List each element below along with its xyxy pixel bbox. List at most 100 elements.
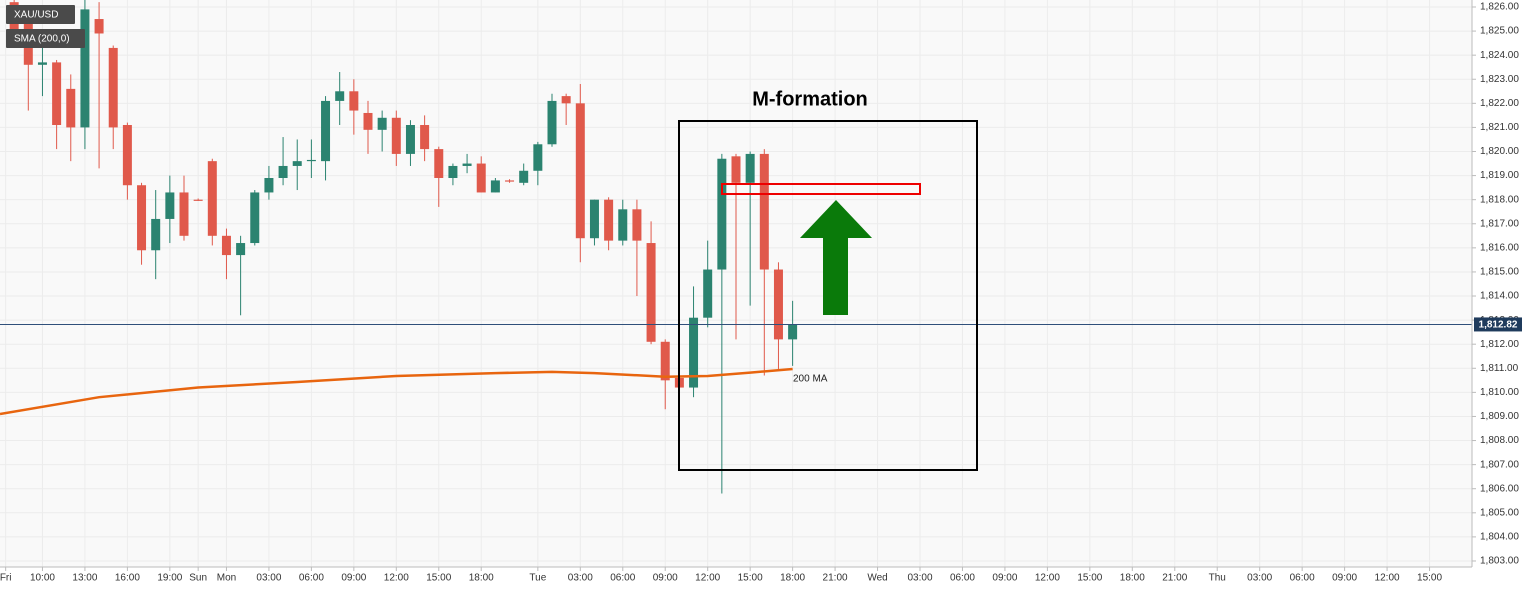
overlay: [678, 120, 978, 471]
candle-body: [490, 180, 500, 193]
candle-body: [94, 19, 104, 34]
candle-body: [646, 243, 656, 342]
y-tick-label: 1,803.00: [1480, 556, 1519, 567]
y-tick-label: 1,816.00: [1480, 242, 1519, 253]
candle-body: [632, 209, 642, 241]
candle-body: [519, 170, 529, 183]
candle-body: [278, 165, 288, 179]
candle-body: [335, 91, 345, 101]
candle-body: [37, 62, 47, 65]
x-tick-label: 10:00: [30, 573, 55, 584]
x-tick-label: Tue: [529, 573, 546, 584]
candle-body: [108, 47, 118, 128]
x-tick-label: 03:00: [1247, 573, 1272, 584]
y-tick-label: 1,817.00: [1480, 218, 1519, 229]
y-tick-label: 1,819.00: [1480, 170, 1519, 181]
y-tick-label: 1,824.00: [1480, 50, 1519, 61]
candle-body: [505, 180, 515, 182]
y-tick-label: 1,823.00: [1480, 74, 1519, 85]
candle-body: [405, 125, 415, 154]
candle-body: [321, 100, 331, 162]
candle-body: [420, 125, 430, 150]
x-tick-label: 09:00: [653, 573, 678, 584]
x-tick-label: 21:00: [1162, 573, 1187, 584]
candle-body: [292, 161, 302, 166]
y-tick-label: 1,808.00: [1480, 435, 1519, 446]
x-tick-label: 18:00: [780, 573, 805, 584]
y-tick-label: 1,818.00: [1480, 194, 1519, 205]
candle-body: [80, 9, 90, 128]
candle-body: [377, 117, 387, 130]
y-tick-label: 1,811.00: [1480, 363, 1519, 374]
y-tick-label: 1,812.00: [1480, 339, 1519, 350]
x-tick-label: 16:00: [115, 573, 140, 584]
candle-body: [589, 199, 599, 239]
x-tick-label: Sun: [189, 573, 207, 584]
x-tick-label: 15:00: [1077, 573, 1102, 584]
candle-body: [434, 149, 444, 179]
y-tick-label: 1,821.00: [1480, 122, 1519, 133]
candle-body: [193, 199, 203, 201]
candle-body: [391, 117, 401, 154]
candle-body: [689, 317, 699, 388]
legend-title: XAU/USD: [14, 10, 58, 21]
legend-box: [6, 5, 75, 24]
candle-body: [221, 235, 231, 256]
y-tick-label: 1,807.00: [1480, 459, 1519, 470]
candle-body: [250, 192, 260, 244]
candle-body: [759, 153, 769, 270]
x-tick-label: 18:00: [469, 573, 494, 584]
x-tick-label: 12:00: [1035, 573, 1060, 584]
x-tick-label: 03:00: [907, 573, 932, 584]
x-tick-label: 09:00: [341, 573, 366, 584]
y-tick-label: 1,822.00: [1480, 98, 1519, 109]
legend-sma: SMA (200,0): [14, 34, 70, 45]
candle-body: [349, 91, 359, 111]
candle-body: [306, 159, 316, 162]
candle-body: [137, 185, 147, 251]
x-tick-label: 06:00: [950, 573, 975, 584]
candle-body: [66, 88, 76, 128]
y-tick-label: 1,804.00: [1480, 532, 1519, 543]
annotation-label: 200 MA: [793, 374, 828, 385]
candle-body: [462, 163, 472, 166]
up-arrow: [800, 200, 872, 315]
x-tick-label: 06:00: [299, 573, 324, 584]
x-tick-label: Thu: [1209, 573, 1226, 584]
sma-line: [0, 367, 793, 416]
y-tick-label: 1,815.00: [1480, 267, 1519, 278]
x-tick-label: 12:00: [695, 573, 720, 584]
resistance-box: [721, 183, 921, 195]
y-tick-label: 1,814.00: [1480, 291, 1519, 302]
y-tick-label: 1,820.00: [1480, 146, 1519, 157]
candle-body: [561, 96, 571, 104]
candle-body: [575, 103, 585, 239]
x-tick-label: 06:00: [1290, 573, 1315, 584]
x-tick-label: 19:00: [157, 573, 182, 584]
candle-body: [476, 163, 486, 193]
x-tick-label: 03:00: [256, 573, 281, 584]
candle-body: [207, 161, 217, 236]
candle-body: [618, 209, 628, 241]
x-tick-label: 09:00: [1332, 573, 1357, 584]
x-tick-label: Fri: [0, 573, 11, 584]
candle-body: [448, 165, 458, 179]
y-tick-label: 1,805.00: [1480, 507, 1519, 518]
x-tick-label: 09:00: [992, 573, 1017, 584]
last-price-tag: [1474, 317, 1522, 332]
candle-body: [179, 192, 189, 236]
x-tick-label: 15:00: [1417, 573, 1442, 584]
x-tick-label: 03:00: [568, 573, 593, 584]
x-tick-label: 18:00: [1120, 573, 1145, 584]
candle-body: [717, 158, 727, 270]
candle-body: [773, 269, 783, 340]
candle-body: [52, 62, 62, 126]
candle-body: [533, 144, 543, 171]
x-tick-label: 12:00: [1375, 573, 1400, 584]
x-tick-label: 06:00: [610, 573, 635, 584]
legend-box: [6, 29, 85, 48]
candle-body: [604, 199, 614, 241]
candle-body: [745, 153, 755, 183]
labels: 1,803.00 1,804.00 1,805.00 1,806.00 1,807.00…: [0, 2, 1522, 584]
